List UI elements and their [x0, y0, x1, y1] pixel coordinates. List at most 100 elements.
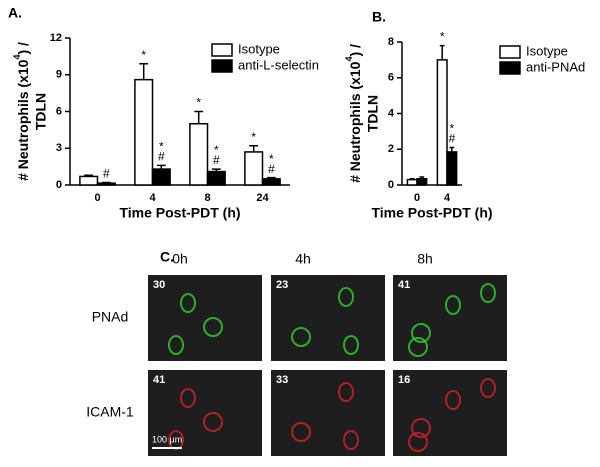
significance-mark: * — [159, 140, 164, 154]
stained-vessel — [411, 418, 431, 438]
x-tick-label: 4 — [444, 192, 451, 204]
micrograph — [393, 370, 507, 456]
stained-vessel — [291, 327, 311, 347]
x-axis-label: Time Post-PDT (h) — [371, 205, 492, 221]
stained-vessel — [343, 335, 359, 355]
y-axis-label-part: # Neutrophils (x10 — [347, 61, 363, 183]
significance-mark: * — [440, 30, 445, 44]
y-axis-label: TDLN — [365, 95, 381, 132]
error-bar — [194, 110, 204, 124]
y-tick-label: 4 — [388, 107, 395, 119]
stained-vessel — [168, 335, 184, 355]
x-tick-label: 24 — [256, 192, 269, 204]
error-bar — [249, 145, 259, 152]
bar — [96, 182, 116, 186]
error-bar — [84, 174, 94, 177]
x-tick-label: 0 — [94, 192, 100, 204]
y-tick-label: 6 — [388, 72, 394, 84]
bar — [436, 59, 448, 186]
significance-mark: * — [251, 130, 256, 144]
x-tick-label: 0 — [414, 192, 420, 204]
stained-vessel — [480, 378, 496, 398]
y-axis-label: # Neutrophils (x104) / — [344, 44, 362, 183]
error-bar — [266, 176, 276, 179]
error-bar — [439, 44, 445, 60]
significance-mark: * — [269, 152, 274, 166]
stained-vessel — [203, 412, 223, 432]
micrograph — [148, 370, 262, 456]
y-axis-label-sup: 4 — [12, 55, 22, 60]
bar — [151, 168, 171, 186]
bar — [134, 78, 154, 186]
bar — [79, 175, 99, 186]
stained-vessel — [411, 323, 431, 343]
column-header: 8h — [417, 251, 433, 267]
stained-vessel — [445, 295, 461, 315]
stained-vessel — [408, 337, 428, 357]
column-header: 0h — [172, 251, 188, 267]
y-tick-label: 9 — [56, 69, 62, 81]
bar — [446, 151, 458, 186]
stained-vessel — [291, 422, 311, 442]
error-bar — [211, 168, 221, 172]
legend-label: anti-L-selectin — [238, 57, 319, 72]
error-bar — [409, 177, 415, 180]
cell-count: 23 — [276, 279, 288, 291]
cell-count: 30 — [153, 279, 165, 291]
stained-vessel — [480, 283, 496, 303]
y-tick-label: 3 — [56, 142, 62, 154]
bar — [189, 123, 209, 186]
significance-mark: # — [213, 153, 220, 167]
bar — [406, 178, 418, 186]
x-tick-label: 8 — [204, 192, 210, 204]
y-tick-label: 0 — [56, 179, 62, 191]
y-tick-label: 2 — [388, 143, 394, 155]
significance-mark: # — [103, 167, 110, 181]
stained-vessel — [180, 293, 196, 313]
legend-label: anti-PNAd — [526, 59, 585, 74]
error-bar — [449, 146, 455, 152]
stained-vessel — [343, 430, 359, 450]
cell-count: 41 — [153, 374, 165, 386]
y-tick-label: 6 — [56, 105, 62, 117]
row-label: ICAM-1 — [86, 404, 134, 420]
bar — [416, 177, 428, 186]
stained-vessel — [445, 390, 461, 410]
micrograph — [148, 275, 262, 361]
legend-swatch — [211, 43, 233, 57]
legend-swatch — [499, 45, 521, 59]
column-header: 4h — [295, 251, 311, 267]
panel-label: C. — [160, 249, 174, 265]
cell-count: 16 — [398, 374, 410, 386]
y-tick-label: 8 — [388, 36, 394, 48]
legend-swatch — [499, 61, 521, 75]
cell-count: 41 — [398, 279, 410, 291]
significance-mark: # — [268, 162, 275, 176]
y-tick-label: 12 — [50, 32, 62, 44]
y-axis-label-part: ) / — [15, 42, 31, 55]
error-bar — [419, 176, 425, 179]
scale-bar-label: 100 µm — [152, 434, 182, 444]
cell-count: 33 — [276, 374, 288, 386]
error-bar — [139, 62, 149, 80]
stained-vessel — [408, 432, 428, 452]
panel-label: B. — [372, 9, 386, 25]
y-tick-label: 0 — [388, 179, 394, 191]
error-bar — [101, 181, 111, 184]
x-axis-label: Time Post-PDT (h) — [119, 205, 240, 221]
x-tick-label: 4 — [149, 192, 156, 204]
stained-vessel — [203, 317, 223, 337]
y-axis-label-part: # Neutrophils (x10 — [15, 59, 31, 181]
micrograph — [271, 370, 385, 456]
significance-mark: # — [158, 150, 165, 164]
stained-vessel — [338, 382, 354, 402]
y-axis-label-sup: 4 — [344, 57, 354, 62]
legend-label: Isotype — [238, 41, 280, 56]
bar — [206, 170, 226, 186]
legend-swatch — [211, 59, 233, 73]
y-axis-label: TDLN — [33, 93, 49, 130]
stained-vessel — [180, 388, 196, 408]
significance-mark: # — [448, 132, 455, 146]
legend-label: Isotype — [526, 43, 568, 58]
significance-mark: * — [196, 96, 201, 110]
